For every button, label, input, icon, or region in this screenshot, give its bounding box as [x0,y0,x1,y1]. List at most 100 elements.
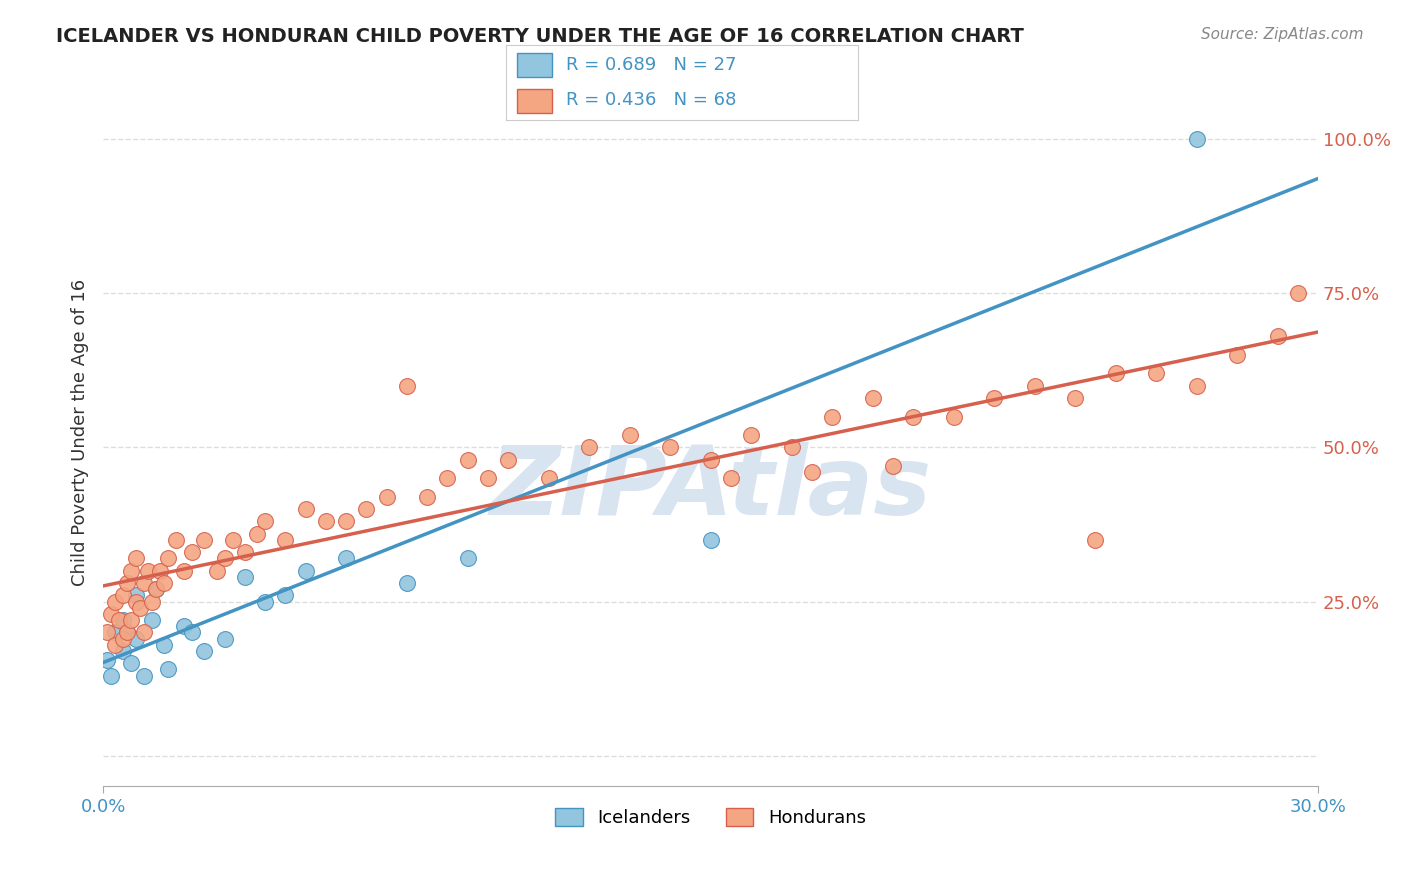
Point [112,588,135,602]
Text: R = 0.689   N = 27: R = 0.689 N = 27 [565,56,737,74]
Point [233,545,256,559]
Point [395,576,418,591]
Point [578,441,600,455]
Point [882,458,904,473]
Point [165,533,187,547]
Point [173,564,195,578]
Point [659,441,682,455]
Point [699,452,721,467]
Point [153,638,176,652]
Point [1185,378,1208,392]
Point [942,409,965,424]
Point [901,409,924,424]
Point [335,551,357,566]
Text: Source: ZipAtlas.com: Source: ZipAtlas.com [1201,27,1364,42]
Point [800,465,823,479]
Point [173,619,195,633]
Point [1084,533,1107,547]
Point [205,564,228,578]
Point [132,576,155,591]
Point [246,526,269,541]
Point [222,533,245,547]
Point [254,514,277,528]
Point [124,632,146,646]
Point [233,570,256,584]
Point [537,471,560,485]
Point [619,428,641,442]
Point [121,613,143,627]
Point [457,551,479,566]
Point [335,514,357,528]
Point [128,600,150,615]
Point [315,514,337,528]
FancyBboxPatch shape [517,88,551,112]
Point [983,391,1005,405]
Point [181,625,204,640]
Point [132,625,155,640]
Point [141,594,163,608]
Point [274,588,297,602]
Point [416,490,439,504]
Point [112,632,135,646]
Point [104,594,127,608]
Point [1064,391,1087,405]
Point [1104,367,1126,381]
Point [117,625,139,640]
Point [780,441,803,455]
Point [121,656,143,670]
Point [117,576,139,591]
Point [214,551,236,566]
FancyBboxPatch shape [517,53,551,78]
Point [156,662,179,676]
Point [193,533,215,547]
Point [294,502,316,516]
Point [477,471,499,485]
Point [274,533,297,547]
Point [108,613,131,627]
Point [356,502,378,516]
Point [1024,378,1046,392]
Point [104,638,127,652]
Point [132,668,155,682]
Point [457,452,479,467]
Point [121,564,143,578]
Point [124,588,146,602]
Point [117,625,139,640]
Point [740,428,762,442]
Point [699,533,721,547]
Point [112,613,135,627]
Point [496,452,519,467]
Point [100,607,122,621]
Point [124,594,146,608]
Point [214,632,236,646]
Point [821,409,844,424]
Y-axis label: Child Poverty Under the Age of 16: Child Poverty Under the Age of 16 [72,278,89,585]
Point [193,644,215,658]
Point [181,545,204,559]
Point [136,564,159,578]
Point [104,625,127,640]
Point [1144,367,1167,381]
Point [149,564,172,578]
Point [254,594,277,608]
Point [1226,348,1249,362]
Point [395,378,418,392]
Point [112,644,135,658]
Point [100,668,122,682]
Point [720,471,742,485]
Point [153,576,176,591]
Point [375,490,398,504]
Text: ICELANDER VS HONDURAN CHILD POVERTY UNDER THE AGE OF 16 CORRELATION CHART: ICELANDER VS HONDURAN CHILD POVERTY UNDE… [56,27,1024,45]
Point [436,471,458,485]
Point [862,391,884,405]
Text: R = 0.436   N = 68: R = 0.436 N = 68 [565,91,737,109]
Text: ZIPAtlas: ZIPAtlas [489,442,932,535]
Point [1286,286,1309,301]
Point [1267,329,1289,343]
Point [96,653,118,667]
Point [145,582,167,597]
Point [141,613,163,627]
Point [1185,132,1208,146]
Point [124,551,146,566]
Legend: Icelanders, Hondurans: Icelanders, Hondurans [548,800,873,834]
